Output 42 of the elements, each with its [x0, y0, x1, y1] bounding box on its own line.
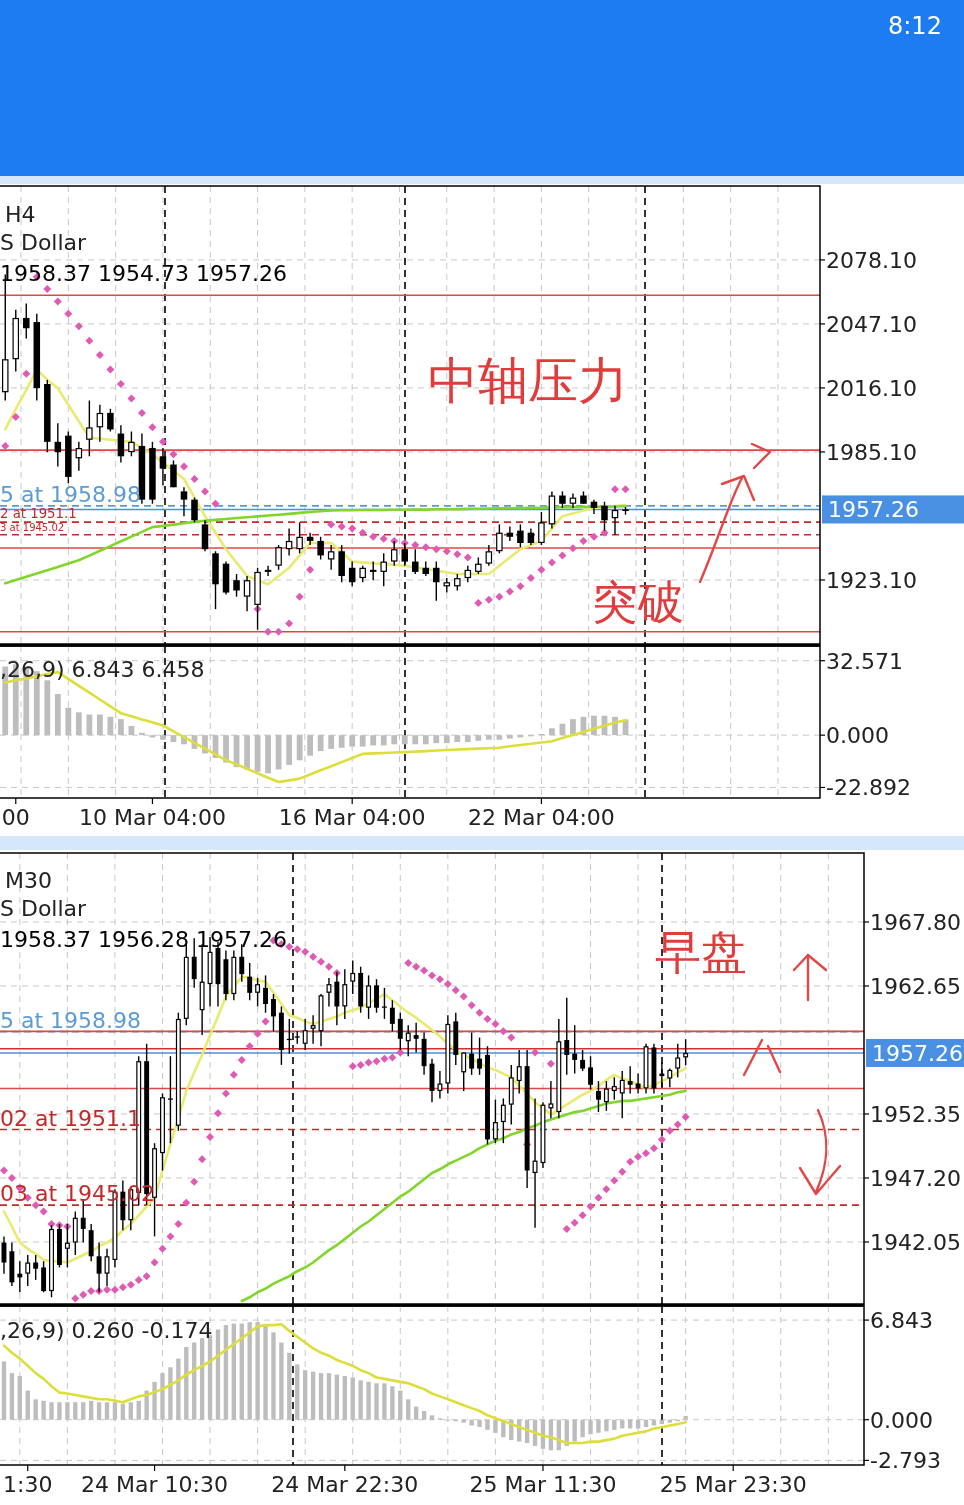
ref-line-label: 1957.26 — [872, 1040, 963, 1066]
y-tick-label: 32.571 — [826, 648, 903, 674]
y-tick-label: 2078.10 — [826, 247, 917, 273]
text: ,26,9) 6.843 6.458 — [0, 657, 205, 682]
text: S Dollar — [0, 230, 88, 255]
annotation: 1958.37 1954.73 1957.26 — [0, 261, 287, 286]
x-tick-label: 24 Mar 22:30 — [271, 1472, 419, 1497]
annotation: 早盘 — [655, 925, 747, 979]
y-tick-label: 2047.10 — [826, 311, 917, 337]
text: S Dollar — [0, 896, 88, 921]
text: H4 — [5, 202, 36, 227]
y-tick-label: 6.843 — [870, 1308, 933, 1334]
y-tick-label: 0.000 — [870, 1407, 933, 1433]
y-tick-label: 0.000 — [826, 723, 889, 749]
x-tick-label: 22 Mar 04:00 — [467, 805, 615, 830]
text: M30 — [5, 868, 52, 893]
y-tick-label: 1942.05 — [870, 1229, 961, 1255]
text: 8:12 — [888, 12, 942, 40]
y-tick-label: 2016.10 — [826, 375, 917, 401]
x-tick-label: 25 Mar 11:30 — [469, 1472, 617, 1497]
y-tick-label: 1947.20 — [870, 1165, 961, 1191]
x-tick-label: 25 Mar 23:30 — [659, 1472, 807, 1497]
ref-line-label: 3 at 1945.02 — [0, 521, 65, 533]
annotation: 突破 — [592, 575, 684, 629]
y-tick-label: 1952.35 — [870, 1101, 961, 1127]
x-tick-label: 00 — [1, 805, 30, 830]
ref-line-label: 5 at 1958.98 — [0, 1007, 142, 1033]
ref-line-label: 2 at 1951.1 — [0, 506, 77, 522]
x-tick-label: 24 Mar 10:30 — [81, 1472, 229, 1497]
x-tick-label: 16 Mar 04:00 — [278, 805, 426, 830]
y-tick-label: -22.892 — [826, 775, 911, 801]
y-tick-label: 1962.65 — [870, 973, 961, 999]
annotation: 中轴压力 — [428, 352, 628, 410]
y-tick-label: 1967.80 — [870, 909, 961, 935]
annotation: 1958.37 1956.28 1957.26 — [0, 927, 287, 952]
x-tick-label: 10 Mar 04:00 — [78, 805, 226, 830]
ref-line-label: 1957.26 — [828, 497, 919, 523]
x-tick-label: 1:30 — [3, 1472, 53, 1497]
y-tick-label: 1985.10 — [826, 439, 917, 465]
y-tick-label: 1923.10 — [826, 567, 917, 593]
text: ,26,9) 0.260 -0.174 — [0, 1318, 213, 1343]
y-tick-label: -2.793 — [870, 1448, 941, 1474]
